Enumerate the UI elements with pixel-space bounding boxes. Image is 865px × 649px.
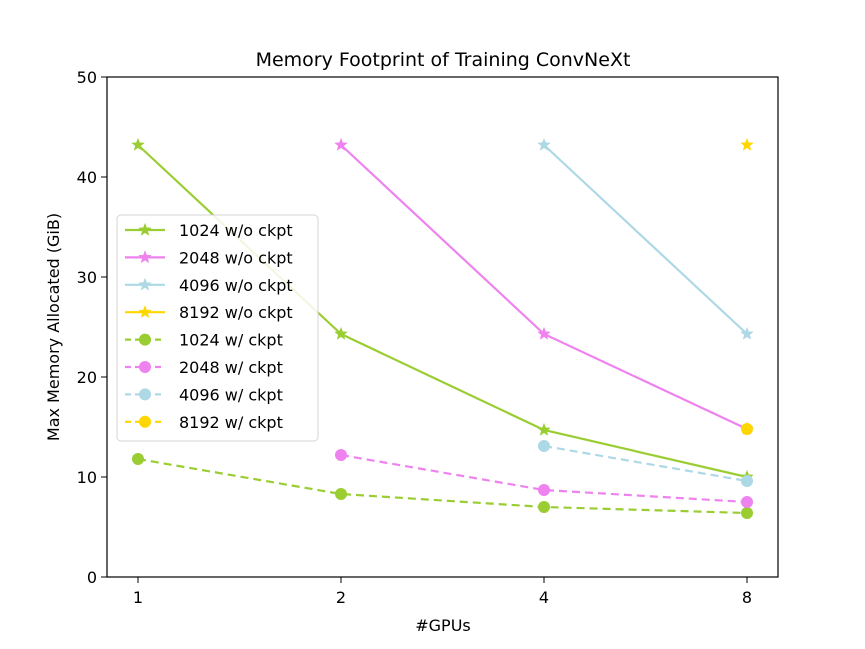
legend-label: 8192 w/o ckpt: [179, 303, 293, 322]
legend-label: 8192 w/ ckpt: [179, 413, 283, 432]
data-point: [537, 137, 551, 151]
legend: 1024 w/o ckpt 2048 w/o ckpt 4096 w/o ckpt 8…: [116, 214, 319, 442]
data-point: [741, 423, 753, 435]
legend-label: 1024 w/o ckpt: [179, 221, 293, 240]
y-tick-label: 50: [77, 68, 97, 87]
data-point: [538, 501, 550, 513]
series-8192-w-o-ckpt: [740, 137, 754, 151]
data-point: [741, 496, 753, 508]
legend-marker: [138, 304, 152, 319]
legend-item: 2048 w/ ckpt: [125, 358, 283, 377]
data-point: [741, 475, 753, 487]
x-tick-label: 4: [539, 588, 549, 607]
legend-item: 8192 w/o ckpt: [125, 303, 293, 322]
data-point: [740, 137, 754, 151]
legend-marker: [138, 250, 152, 264]
y-tick-label: 0: [87, 568, 97, 587]
series-4096-w-o-ckpt: [537, 137, 754, 340]
x-tick-label: 1: [133, 588, 143, 607]
y-tick-label: 20: [77, 368, 97, 387]
data-point: [538, 440, 550, 452]
legend-marker: [139, 388, 151, 401]
series-line: [543, 444, 748, 483]
data-point: [740, 326, 754, 340]
legend-marker: [139, 361, 151, 373]
legend-label: 4096 w/o ckpt: [179, 276, 293, 295]
data-point: [334, 137, 348, 151]
legend-item: 4096 w/ ckpt: [125, 385, 283, 404]
legend-label: 4096 w/ ckpt: [179, 385, 283, 404]
y-tick-label: 10: [77, 468, 97, 487]
data-point: [335, 488, 347, 500]
series-4096-w-ckpt: [538, 440, 753, 487]
axes: 1 2 4 8 0 10 20 30 40 50: [77, 68, 752, 607]
data-point: [132, 453, 144, 465]
data-point: [334, 326, 348, 340]
y-tick-label: 30: [77, 268, 97, 287]
legend-item: 4096 w/o ckpt: [125, 276, 293, 295]
legend-marker: [138, 277, 152, 291]
data-point: [131, 137, 145, 151]
data-point: [538, 484, 550, 496]
series-2048-w-ckpt: [335, 449, 753, 508]
legend-box: [116, 214, 319, 442]
data-point: [335, 449, 347, 461]
x-tick-label: 8: [742, 588, 752, 607]
plot-frame: [106, 76, 779, 578]
legend-marker: [138, 222, 152, 236]
series-line: [543, 144, 748, 335]
series-line: [137, 457, 748, 515]
series-line: [340, 453, 748, 504]
series-8192-w-ckpt: [741, 423, 753, 435]
legend-marker: [139, 333, 151, 346]
x-axis-title: #GPUs: [415, 616, 471, 635]
legend-label: 1024 w/ ckpt: [179, 331, 283, 350]
series-1024-w-ckpt: [132, 453, 753, 519]
chart-title: Memory Footprint of Training ConvNeXt: [256, 49, 631, 71]
legend-marker: [139, 415, 151, 428]
x-tick-label: 2: [336, 588, 346, 607]
data-point: [741, 507, 753, 519]
y-tick-label: 40: [77, 168, 97, 187]
legend-item: 8192 w/ ckpt: [125, 413, 283, 432]
legend-label: 2048 w/ ckpt: [179, 358, 283, 377]
legend-item: 1024 w/ ckpt: [125, 331, 283, 350]
legend-item: 2048 w/o ckpt: [125, 248, 293, 267]
y-axis-title: Max Memory Allocated (GiB): [44, 213, 63, 441]
data-point: [537, 422, 551, 436]
legend-item: 1024 w/o ckpt: [125, 221, 293, 240]
data-point: [537, 326, 551, 340]
legend-label: 2048 w/o ckpt: [179, 248, 293, 267]
